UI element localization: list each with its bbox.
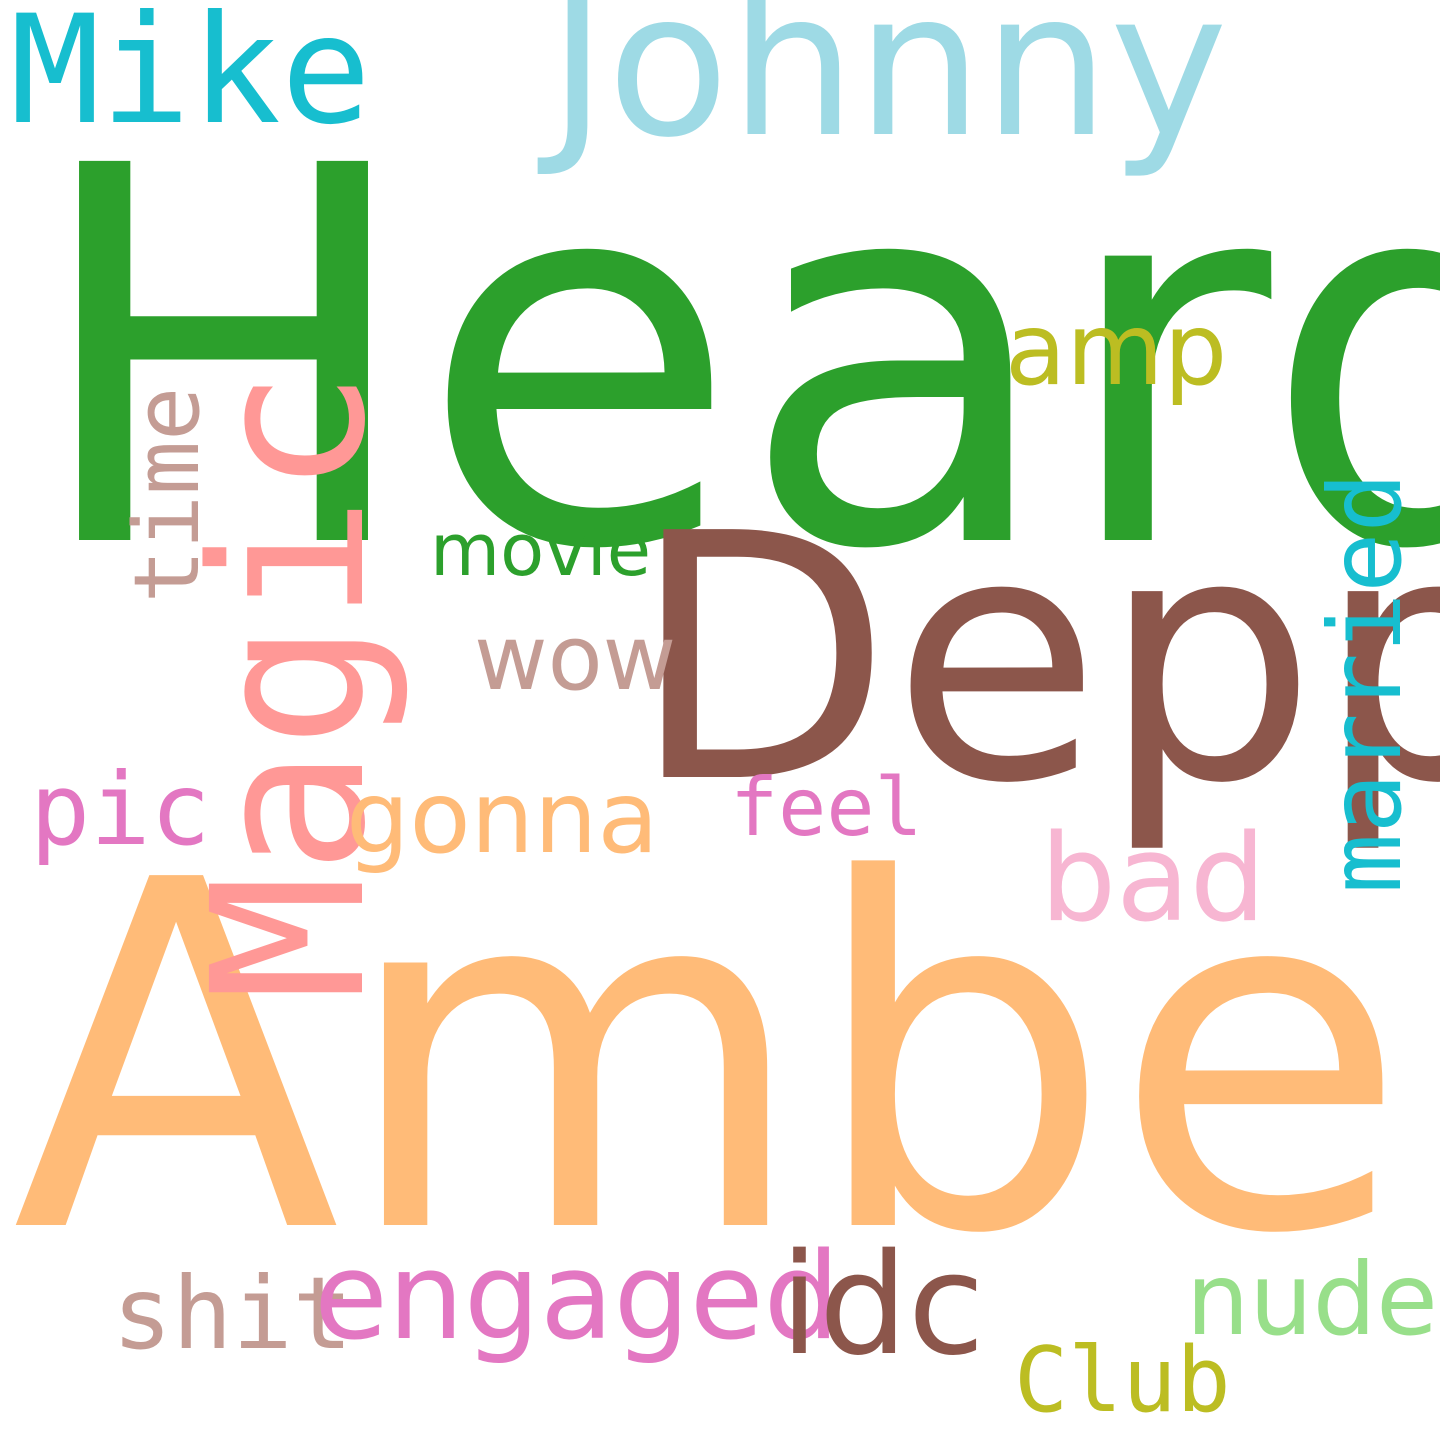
word-pic: pic <box>30 751 211 868</box>
word-heard: Heard <box>28 57 1440 663</box>
word-mike: Mike <box>10 0 372 158</box>
word-engaged: engaged <box>314 1228 840 1367</box>
word-club: Club <box>1014 1328 1231 1433</box>
word-wow: wow <box>474 606 677 711</box>
word-amber: Amber <box>12 780 1440 1339</box>
word-idc: idc <box>780 1224 985 1387</box>
word-nude: nude <box>1186 1241 1438 1358</box>
word-gonna: gonna <box>346 759 659 876</box>
word-movie: movie <box>430 508 652 592</box>
word-shit: shit <box>112 1255 353 1372</box>
word-johnny: Johnny <box>548 0 1228 182</box>
word-time: time <box>115 386 220 604</box>
word-bad: bad <box>1040 810 1266 949</box>
word-married: married <box>1307 472 1424 894</box>
word-amp: amp <box>1005 291 1228 408</box>
word-feel: feel <box>730 761 923 854</box>
word-depp: Depp <box>630 462 1440 858</box>
